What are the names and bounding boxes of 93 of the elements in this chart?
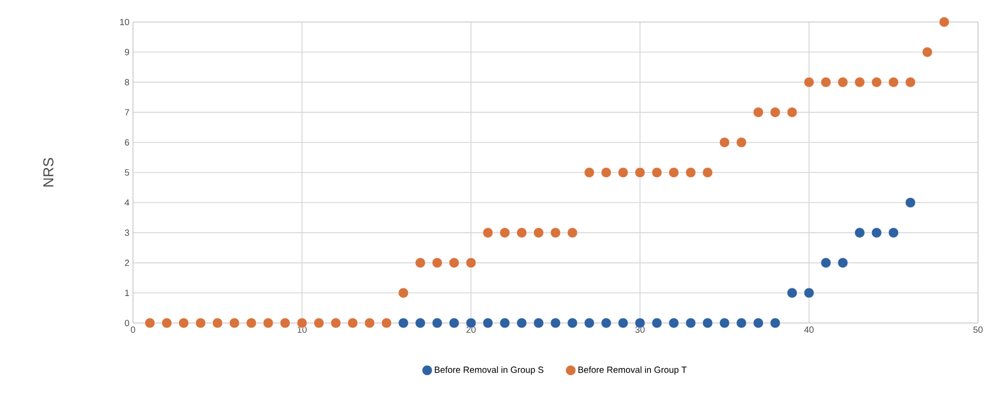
point <box>922 46 933 58</box>
point <box>482 318 494 328</box>
point <box>685 318 696 328</box>
point <box>432 258 442 268</box>
point <box>820 258 832 268</box>
y-tick-label: 5 <box>124 169 130 176</box>
point <box>567 318 578 328</box>
y-tick-label: 6 <box>124 139 130 146</box>
point <box>888 76 899 88</box>
y-tick-label: 9 <box>124 48 130 56</box>
point <box>567 227 578 238</box>
x-tick-label: 40 <box>804 326 814 333</box>
point <box>786 107 798 118</box>
point <box>246 318 257 328</box>
x-tick-label: 0 <box>130 326 136 333</box>
y-tick-label: 1 <box>125 290 130 296</box>
point <box>770 318 780 328</box>
point <box>888 227 899 238</box>
point <box>195 318 206 328</box>
point <box>178 318 189 328</box>
point <box>466 258 476 268</box>
point <box>584 167 595 178</box>
point <box>753 318 764 328</box>
point <box>330 318 342 328</box>
point <box>804 76 814 88</box>
point <box>854 227 865 238</box>
point <box>719 318 730 328</box>
point <box>162 318 172 328</box>
point <box>905 76 916 88</box>
point <box>668 167 680 178</box>
point <box>415 318 426 328</box>
point <box>820 76 832 88</box>
point <box>702 318 713 328</box>
point <box>600 318 612 328</box>
point <box>584 318 595 328</box>
point <box>533 227 544 238</box>
point <box>432 318 442 328</box>
point <box>398 318 409 328</box>
point <box>618 167 628 178</box>
y-axis-title: NRS <box>43 158 54 186</box>
point <box>685 167 696 178</box>
point <box>314 318 324 328</box>
point <box>719 137 730 148</box>
x-tick-label: 50 <box>973 326 983 333</box>
y-tick-label: 2 <box>124 260 130 266</box>
point <box>736 137 747 148</box>
point <box>144 318 156 328</box>
point <box>500 227 510 238</box>
legend-label: Before Removal in Group T <box>578 366 687 375</box>
point <box>786 288 798 298</box>
point <box>262 318 274 328</box>
point <box>550 318 561 328</box>
point <box>347 318 358 328</box>
point <box>550 227 561 238</box>
y-tick-label: 7 <box>124 109 130 116</box>
y-tick-label: 10 <box>120 18 130 26</box>
point <box>871 227 882 238</box>
y-tick-label: 4 <box>124 200 130 206</box>
point <box>415 258 426 268</box>
point <box>804 288 814 298</box>
point <box>871 76 882 88</box>
point <box>533 318 544 328</box>
y-tick-label: 3 <box>124 230 130 236</box>
point <box>652 318 662 328</box>
point <box>770 107 780 118</box>
legend-label: Before Removal in Group S <box>434 366 544 375</box>
point <box>448 318 460 328</box>
point <box>280 318 290 328</box>
point <box>600 167 612 178</box>
point <box>398 288 409 298</box>
point <box>516 318 527 328</box>
point <box>364 318 375 328</box>
point <box>838 258 848 268</box>
point <box>938 16 950 28</box>
point <box>448 258 460 268</box>
point <box>516 227 527 238</box>
point <box>212 318 223 328</box>
y-tick-label: 8 <box>124 79 130 86</box>
point <box>634 167 646 178</box>
point <box>229 318 240 328</box>
point <box>736 318 747 328</box>
point <box>381 318 392 328</box>
point <box>905 197 916 208</box>
point <box>652 167 662 178</box>
point <box>668 318 680 328</box>
point <box>618 318 628 328</box>
point <box>500 318 510 328</box>
point <box>482 227 494 238</box>
point <box>702 167 713 178</box>
point <box>838 76 848 88</box>
y-tick-label: 0 <box>124 320 130 326</box>
point <box>854 76 865 88</box>
point <box>753 107 764 118</box>
